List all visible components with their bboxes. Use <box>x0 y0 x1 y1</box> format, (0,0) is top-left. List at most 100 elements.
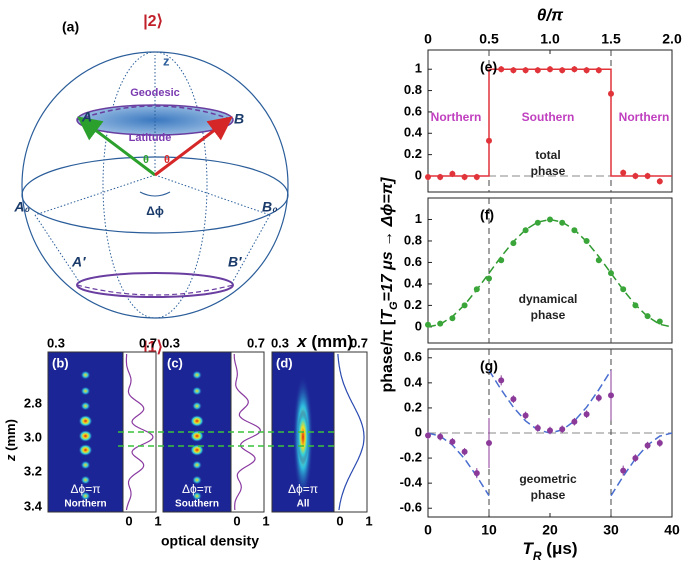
data-point <box>486 137 492 144</box>
panel-label: (c) <box>167 355 183 370</box>
z-axis-label: z (mm) <box>3 419 18 462</box>
density-profile <box>337 353 365 511</box>
phase-label: Δϕ=π <box>288 482 318 496</box>
x-tick-label: 0.3 <box>47 335 65 350</box>
data-point <box>608 392 614 399</box>
x2-axis-label: θ/π <box>537 5 564 24</box>
guide <box>231 214 271 284</box>
y-tick-label: 0 <box>415 424 422 439</box>
atom-cloud <box>80 475 91 485</box>
b0-axis <box>154 174 271 216</box>
data-point <box>449 438 456 445</box>
point-label: A <box>81 109 92 125</box>
angle-label: θ <box>143 154 149 166</box>
data-point <box>644 313 651 320</box>
image-panels: x (mm) z (mm) optical density 2.8 3.0 3.2 3… <box>3 332 372 548</box>
atom-cloud <box>190 430 204 442</box>
y-tick-label: 0.4 <box>404 374 423 389</box>
atom-cloud <box>78 430 93 442</box>
x2-tick-label: 1.0 <box>540 31 560 47</box>
panel-label: (d) <box>276 355 293 370</box>
data-point <box>608 270 614 277</box>
od-tick-label: 1 <box>365 513 372 528</box>
fit-line <box>427 218 673 328</box>
point-label: B′ <box>228 254 242 270</box>
panel-name: All <box>297 499 310 510</box>
z-label-symbol: z <box>3 454 18 462</box>
od-tick-label: 1 <box>262 513 269 528</box>
z-tick-label: 3.4 <box>24 498 43 513</box>
atom-cloud <box>297 409 309 465</box>
x-tick-label: 20 <box>542 522 558 538</box>
atom-cloud <box>192 401 202 411</box>
data-point <box>425 174 431 181</box>
y-label-part: =17 μs → Δϕ=π] <box>379 177 396 302</box>
data-point <box>644 172 651 179</box>
latitude-disc <box>76 104 234 136</box>
geodesic-label: Geodesic <box>130 87 180 99</box>
data-point <box>559 67 566 74</box>
angle-label: Δϕ <box>146 204 164 218</box>
x-label-symbol: x <box>296 332 308 351</box>
atom-cloud <box>80 386 91 396</box>
phase-charts: phase/π [TG=17 μs → Δϕ=π] TR (μs) 00.20.… <box>379 5 682 563</box>
data-point <box>559 219 566 226</box>
od-tick-label: 1 <box>154 513 161 528</box>
y-label-part: G <box>388 301 400 310</box>
sphere <box>21 51 289 319</box>
a0-axis <box>34 174 156 216</box>
data-point <box>449 315 456 322</box>
latitude-label: Latitude <box>129 132 172 144</box>
geodesic <box>76 105 234 121</box>
annotation: dynamical <box>519 292 578 306</box>
y-tick-label: 0.8 <box>404 232 422 247</box>
data-point <box>461 448 468 455</box>
data-point <box>656 178 663 185</box>
data-point <box>437 320 444 327</box>
data-point <box>620 286 627 293</box>
z-label-unit: (mm) <box>3 419 18 454</box>
x-tick-label: 30 <box>603 522 619 538</box>
annotation: phase <box>531 488 566 502</box>
annotation: Northern <box>619 110 670 124</box>
guide <box>34 214 81 284</box>
y-label-part: phase/π [ <box>379 319 396 392</box>
atom-cloud <box>78 444 93 456</box>
data-point <box>498 66 505 73</box>
y-tick-label: 1 <box>415 211 422 226</box>
data-point <box>510 67 517 74</box>
data-point <box>522 412 529 419</box>
atom-cloud <box>192 491 202 501</box>
axis-label: z <box>163 53 170 68</box>
x-tick-label: 0 <box>424 522 432 538</box>
vector-a <box>77 116 156 177</box>
data-point <box>656 440 663 447</box>
y-tick-label: 0.4 <box>404 275 423 290</box>
data-point <box>595 394 602 401</box>
annotation: phase <box>531 308 566 322</box>
data-point <box>644 442 651 449</box>
z-tick-label: 3.2 <box>24 463 42 478</box>
data-point <box>437 174 444 181</box>
x-label-part: (μs) <box>542 539 578 558</box>
atom-cloud <box>192 475 202 485</box>
x-tick-label: 0.3 <box>162 335 180 350</box>
atom-cloud <box>192 386 202 396</box>
annotation: total <box>535 148 560 162</box>
point-label: A₀ <box>13 199 30 215</box>
data-point <box>534 424 541 431</box>
data-point <box>559 426 566 433</box>
data-point <box>632 455 639 462</box>
data-point <box>486 440 492 447</box>
data-point <box>608 90 614 97</box>
data-point <box>461 302 468 309</box>
x-tick-label: 0.7 <box>247 335 265 350</box>
y-tick-label: 0.6 <box>404 103 422 118</box>
x-tick-label: 10 <box>481 522 497 538</box>
data-point <box>656 318 663 325</box>
y-tick-label: 0.4 <box>404 125 423 140</box>
x2-tick-label: 0.5 <box>479 31 499 47</box>
data-point <box>620 169 627 176</box>
density-profile <box>125 354 154 511</box>
lower-geodesic <box>76 284 234 296</box>
